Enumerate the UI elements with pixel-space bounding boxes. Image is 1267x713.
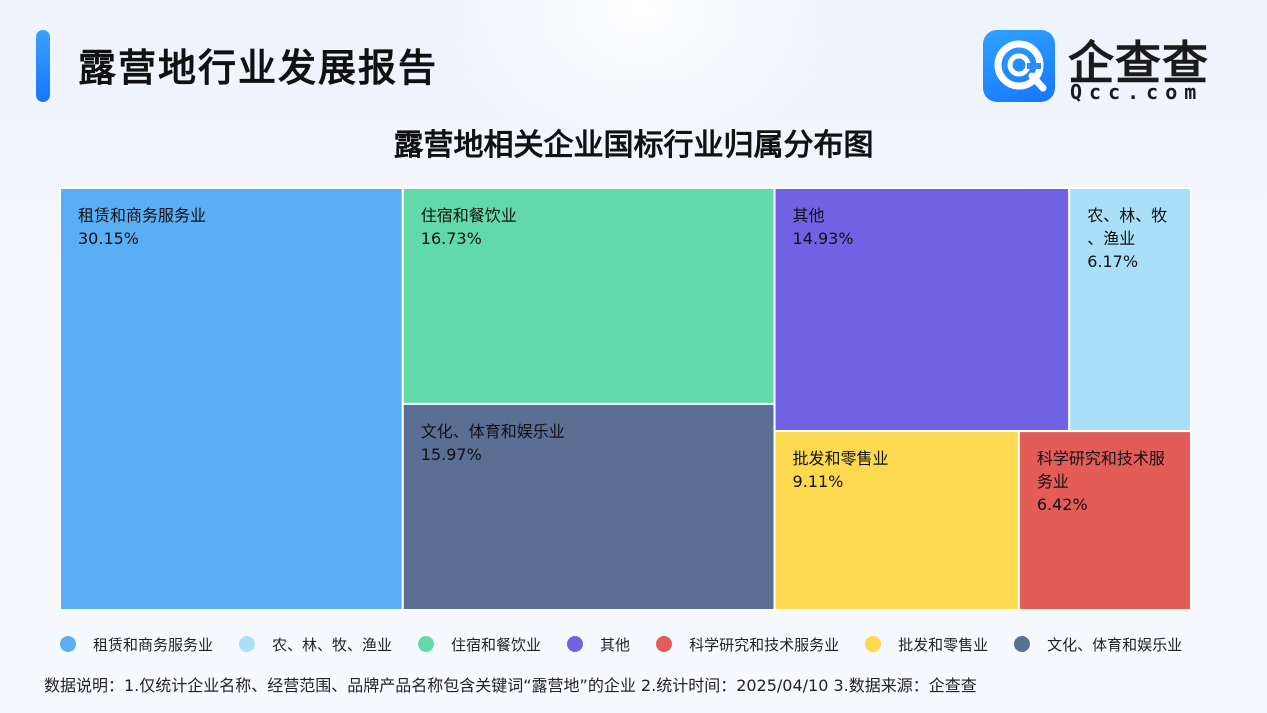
- logo-text: 企查查: [1068, 36, 1209, 90]
- legend-swatch: [1014, 636, 1031, 652]
- report-title: 露营地行业发展报告: [78, 46, 439, 90]
- treemap-cell: 其他 14.93%: [773, 187, 1071, 433]
- treemap-rect: [59, 187, 404, 611]
- legend-swatch: [239, 636, 256, 652]
- treemap-category-label: 租赁和商务服务业: [78, 206, 206, 225]
- legend-swatch: [60, 636, 76, 652]
- legend-swatch: [418, 636, 435, 652]
- legend-item: 其他: [567, 634, 630, 655]
- legend-item: 批发和零售业: [865, 634, 988, 655]
- legend-item: 科学研究和技术服务业: [656, 634, 839, 655]
- treemap-category-label: 批发和零售业: [793, 449, 889, 468]
- legend-label: 住宿和餐饮业: [451, 635, 542, 654]
- title-accent-bar: [36, 30, 50, 102]
- legend-label: 租赁和商务服务业: [93, 635, 214, 654]
- legend-label: 其他: [600, 635, 631, 654]
- legend-item: 文化、体育和娱乐业: [1014, 634, 1182, 655]
- treemap-cell: 租赁和商务服务业 30.15%: [59, 187, 404, 611]
- treemap-value-label: 6.17%: [1087, 252, 1138, 271]
- treemap-category-label: 务业: [1037, 472, 1069, 491]
- legend-swatch: [567, 636, 584, 652]
- treemap-value-label: 16.73%: [421, 229, 482, 248]
- data-note: 数据说明：1.仅统计企业名称、经营范围、品牌产品名称包含关键词“露营地”的企业 …: [44, 676, 977, 695]
- chart-legend: 租赁和商务服务业 农、林、牧、渔业 住宿和餐饮业 其他 科学研究和技术服务业 批发和零售业…: [60, 632, 1208, 656]
- treemap-cell: 农、林、牧、渔业 6.17%: [1068, 187, 1192, 433]
- legend-label: 批发和零售业: [898, 635, 989, 654]
- treemap-cell: 科学研究和技术服务业 6.42%: [1017, 430, 1193, 611]
- legend-item: 农、林、牧、渔业: [239, 634, 392, 655]
- treemap-category-label: 农、林、牧: [1087, 206, 1167, 225]
- legend-label: 科学研究和技术服务业: [689, 635, 840, 654]
- treemap-category-label: 其他: [793, 206, 825, 225]
- legend-label: 文化、体育和娱乐业: [1047, 635, 1183, 654]
- treemap-value-label: 30.15%: [78, 229, 139, 248]
- treemap-cell: 批发和零售业 9.11%: [773, 430, 1020, 611]
- chart-title: 露营地相关企业国标行业归属分布图: [393, 128, 874, 163]
- legend-label: 农、林、牧、渔业: [272, 635, 393, 654]
- treemap-value-label: 9.11%: [793, 472, 844, 491]
- treemap-value-label: 6.42%: [1037, 495, 1088, 514]
- treemap-value-label: 15.97%: [421, 445, 482, 464]
- treemap-category-label: 住宿和餐饮业: [421, 206, 517, 225]
- treemap-rect: [401, 402, 776, 611]
- treemap-category-label: 科学研究和技术服: [1037, 449, 1165, 468]
- legend-swatch: [656, 636, 673, 652]
- treemap-category-label: 、渔业: [1087, 229, 1135, 248]
- treemap-rect: [1017, 430, 1193, 611]
- treemap-value-label: 14.93%: [793, 229, 854, 248]
- treemap-rect: [773, 430, 1020, 611]
- treemap-rect: [401, 187, 776, 405]
- treemap-category-label: 文化、体育和娱乐业: [421, 422, 565, 441]
- treemap-cell: 住宿和餐饮业 16.73%: [401, 187, 776, 405]
- qcc-logo-icon: [983, 30, 1055, 102]
- logo-subtitle: Qcc.com: [1070, 80, 1204, 104]
- legend-item: 住宿和餐饮业: [418, 634, 541, 655]
- treemap-cell: 文化、体育和娱乐业 15.97%: [401, 402, 776, 611]
- legend-swatch: [865, 636, 882, 652]
- legend-item: 租赁和商务服务业: [60, 634, 213, 655]
- treemap-rect: [773, 187, 1071, 433]
